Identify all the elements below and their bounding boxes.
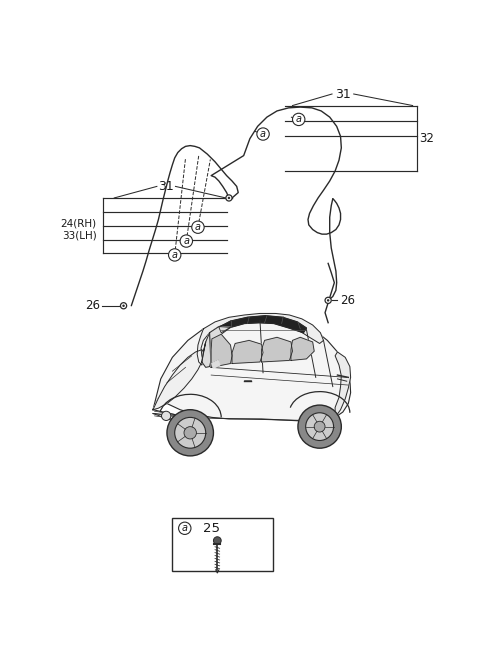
Polygon shape (262, 337, 292, 362)
Bar (172, 517, 273, 571)
Text: 26: 26 (85, 299, 100, 312)
Text: 32: 32 (419, 132, 434, 145)
Circle shape (298, 405, 341, 448)
Circle shape (167, 409, 214, 456)
Circle shape (226, 195, 232, 201)
Circle shape (292, 113, 305, 126)
Circle shape (327, 299, 329, 301)
Text: a: a (296, 115, 302, 124)
Circle shape (184, 426, 196, 439)
Text: 31: 31 (335, 88, 351, 100)
Polygon shape (291, 337, 314, 360)
Text: a: a (195, 222, 201, 233)
Text: a: a (183, 236, 189, 246)
Circle shape (214, 536, 221, 544)
Circle shape (228, 196, 230, 199)
Circle shape (257, 128, 269, 140)
Polygon shape (232, 341, 263, 364)
Circle shape (325, 297, 331, 303)
Text: a: a (260, 129, 266, 139)
Text: 24(RH)
33(LH): 24(RH) 33(LH) (60, 218, 96, 241)
Polygon shape (219, 316, 306, 333)
Text: 26: 26 (340, 294, 356, 307)
Polygon shape (197, 314, 324, 365)
Text: a: a (172, 250, 178, 260)
Polygon shape (212, 360, 220, 368)
Circle shape (179, 522, 191, 534)
Circle shape (168, 249, 181, 261)
Text: 25: 25 (204, 522, 220, 534)
Polygon shape (202, 327, 230, 367)
Text: 31: 31 (158, 180, 174, 193)
Circle shape (175, 417, 206, 448)
Polygon shape (335, 352, 350, 417)
Circle shape (180, 235, 192, 247)
Circle shape (162, 411, 171, 421)
Polygon shape (211, 334, 232, 367)
Text: a: a (182, 523, 188, 533)
Polygon shape (153, 317, 350, 421)
Circle shape (192, 221, 204, 233)
Circle shape (122, 305, 125, 307)
Circle shape (306, 413, 334, 441)
Polygon shape (153, 342, 206, 409)
Circle shape (120, 303, 127, 309)
Circle shape (314, 421, 325, 432)
